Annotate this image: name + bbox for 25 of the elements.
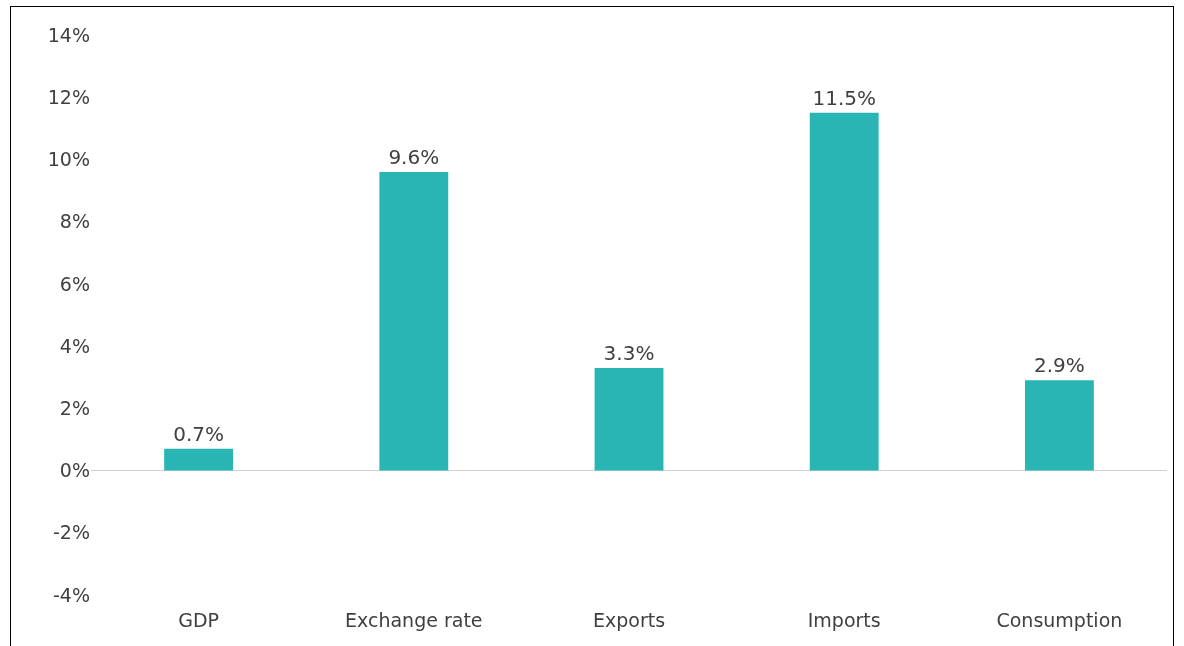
x-tick-label: Exchange rate bbox=[345, 608, 483, 631]
data-label: 3.3% bbox=[603, 340, 655, 365]
y-tick-label: 14% bbox=[47, 23, 90, 46]
x-tick-label: GDP bbox=[178, 608, 220, 631]
bar bbox=[809, 112, 879, 471]
y-tick-label: 12% bbox=[47, 85, 90, 108]
y-tick-label: -4% bbox=[53, 583, 90, 606]
y-tick-label: 8% bbox=[59, 210, 90, 233]
bar bbox=[164, 448, 234, 471]
x-tick-label: Imports bbox=[807, 608, 881, 631]
y-tick-label: -2% bbox=[53, 521, 90, 544]
data-label: 9.6% bbox=[388, 144, 440, 169]
y-tick-label: 0% bbox=[59, 459, 90, 482]
data-label: 11.5% bbox=[812, 85, 876, 110]
bar bbox=[1024, 380, 1094, 471]
data-label: 2.9% bbox=[1033, 353, 1085, 378]
bar bbox=[379, 171, 449, 471]
y-tick-label: 2% bbox=[59, 396, 90, 419]
y-tick-label: 10% bbox=[47, 148, 90, 171]
bar bbox=[594, 367, 664, 471]
data-label: 0.7% bbox=[173, 421, 225, 446]
x-tick-label: Consumption bbox=[996, 608, 1123, 631]
y-tick-label: 4% bbox=[59, 334, 90, 357]
y-tick-label: 6% bbox=[59, 272, 90, 295]
x-tick-label: Exports bbox=[592, 608, 666, 631]
